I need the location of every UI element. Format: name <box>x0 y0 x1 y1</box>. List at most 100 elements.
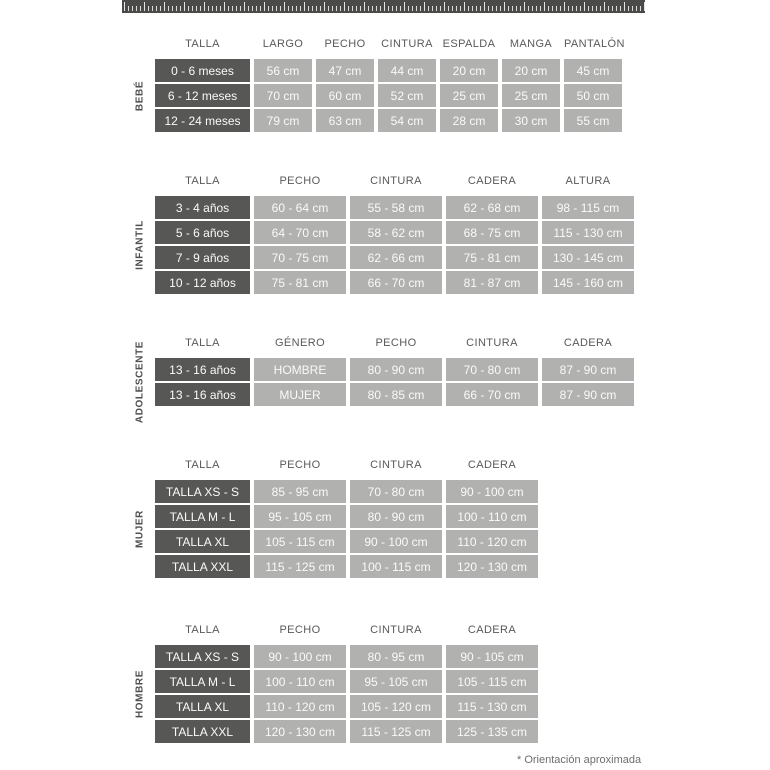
value-cell: 115 - 125 cm <box>350 720 442 743</box>
value-cell: 120 - 130 cm <box>446 555 538 578</box>
value-cell: 105 - 120 cm <box>350 695 442 718</box>
talla-cell: 3 - 4 años <box>155 196 250 219</box>
column-header-genero: GÉNERO <box>274 336 326 349</box>
value-cell: 62 - 68 cm <box>446 196 538 219</box>
value-cell: 45 cm <box>564 59 622 82</box>
talla-cell: 12 - 24 meses <box>155 109 250 132</box>
value-cell: 80 - 90 cm <box>350 505 442 528</box>
talla-cell: TALLA XXL <box>155 720 250 743</box>
value-cell: 95 - 105 cm <box>350 670 442 693</box>
value-cell: 64 - 70 cm <box>254 221 346 244</box>
value-cell: 28 cm <box>440 109 498 132</box>
group-label-text: HOMBRE <box>134 669 146 719</box>
value-cell: 62 - 66 cm <box>350 246 442 269</box>
column-header-cadera: CADERA <box>467 623 517 636</box>
table-header-row: TALLA LARGO PECHO CINTURA ESPALDA MANGA PANTAL… <box>155 37 625 50</box>
value-cell: 87 - 90 cm <box>542 383 634 406</box>
column-header-pantalon: PANTALÓN <box>564 37 625 50</box>
column-header-pecho: PECHO <box>279 174 321 187</box>
measuring-tape-major-ticks <box>124 2 645 11</box>
column-header-talla: TALLA <box>185 623 220 636</box>
value-cell: 120 - 130 cm <box>254 720 346 743</box>
table-body: 13 - 16 años HOMBRE 80 - 90 cm 70 - 80 cm 87… <box>155 358 634 406</box>
size-table-mujer: MUJER TALLA PECHO CINTURA CADERA TALLA XS - S… <box>135 458 538 578</box>
value-cell: 66 - 70 cm <box>446 383 538 406</box>
value-cell: 70 - 75 cm <box>254 246 346 269</box>
talla-cell: TALLA M - L <box>155 670 250 693</box>
measuring-tape-ruler <box>122 0 645 13</box>
talla-cell: 13 - 16 años <box>155 383 250 406</box>
value-cell: 60 cm <box>316 84 374 107</box>
value-cell: 75 - 81 cm <box>254 271 346 294</box>
value-cell: 55 - 58 cm <box>350 196 442 219</box>
value-cell: 80 - 90 cm <box>350 358 442 381</box>
value-cell: 125 - 135 cm <box>446 720 538 743</box>
table-body: 3 - 4 años 60 - 64 cm 55 - 58 cm 62 - 68 cm… <box>155 196 634 294</box>
column-header-cintura: CINTURA <box>370 458 422 471</box>
size-table-adolescente: ADOLESCENTE TALLA GÉNERO PECHO CINTURA CADERA… <box>135 336 634 423</box>
group-label-hombre: HOMBRE <box>131 645 149 743</box>
value-cell: 90 - 100 cm <box>446 480 538 503</box>
talla-cell: 7 - 9 años <box>155 246 250 269</box>
value-cell: 110 - 120 cm <box>254 695 346 718</box>
value-cell: 20 cm <box>440 59 498 82</box>
column-header-manga: MANGA <box>509 37 553 50</box>
talla-cell: 6 - 12 meses <box>155 84 250 107</box>
column-header-talla: TALLA <box>185 174 220 187</box>
value-cell: 68 - 75 cm <box>446 221 538 244</box>
value-cell: 80 - 85 cm <box>350 383 442 406</box>
column-header-altura: ALTURA <box>565 174 611 187</box>
column-header-talla: TALLA <box>185 37 220 50</box>
group-label-mujer: MUJER <box>131 480 149 578</box>
column-header-cadera: CADERA <box>563 336 613 349</box>
value-cell: 100 - 110 cm <box>254 670 346 693</box>
value-cell: 56 cm <box>254 59 312 82</box>
value-cell: 66 - 70 cm <box>350 271 442 294</box>
talla-cell: TALLA XL <box>155 530 250 553</box>
column-header-cadera: CADERA <box>467 458 517 471</box>
value-cell: HOMBRE <box>254 358 346 381</box>
group-label-text: BEBÉ <box>134 80 146 111</box>
value-cell: 81 - 87 cm <box>446 271 538 294</box>
value-cell: 80 - 95 cm <box>350 645 442 668</box>
talla-cell: TALLA XXL <box>155 555 250 578</box>
group-label-text: ADOLESCENTE <box>134 340 146 424</box>
value-cell: 50 cm <box>564 84 622 107</box>
column-header-pecho: PECHO <box>324 37 366 50</box>
talla-cell: 5 - 6 años <box>155 221 250 244</box>
value-cell: 115 - 130 cm <box>446 695 538 718</box>
column-header-largo: LARGO <box>262 37 304 50</box>
value-cell: 60 - 64 cm <box>254 196 346 219</box>
value-cell: 145 - 160 cm <box>542 271 634 294</box>
value-cell: 63 cm <box>316 109 374 132</box>
value-cell: 105 - 115 cm <box>446 670 538 693</box>
value-cell: 87 - 90 cm <box>542 358 634 381</box>
value-cell: 30 cm <box>502 109 560 132</box>
column-header-cintura: CINTURA <box>370 174 422 187</box>
size-table-infantil: INFANTIL TALLA PECHO CINTURA CADERA ALTURA 3 -… <box>135 174 634 294</box>
talla-cell: TALLA M - L <box>155 505 250 528</box>
value-cell: 55 cm <box>564 109 622 132</box>
value-cell: 130 - 145 cm <box>542 246 634 269</box>
size-table-bebe: BEBÉ TALLA LARGO PECHO CINTURA ESPALDA MANGA PA… <box>135 37 625 132</box>
talla-cell: 13 - 16 años <box>155 358 250 381</box>
value-cell: 90 - 105 cm <box>446 645 538 668</box>
value-cell: 75 - 81 cm <box>446 246 538 269</box>
group-label-bebe: BEBÉ <box>131 59 149 132</box>
value-cell: 90 - 100 cm <box>254 645 346 668</box>
value-cell: 25 cm <box>502 84 560 107</box>
value-cell: 52 cm <box>378 84 436 107</box>
talla-cell: 10 - 12 años <box>155 271 250 294</box>
table-header-row: TALLA PECHO CINTURA CADERA <box>155 623 538 636</box>
column-header-talla: TALLA <box>185 336 220 349</box>
column-header-espalda: ESPALDA <box>442 37 496 50</box>
group-label-text: INFANTIL <box>134 220 146 270</box>
column-header-cintura: CINTURA <box>466 336 518 349</box>
value-cell: 105 - 115 cm <box>254 530 346 553</box>
value-cell: 47 cm <box>316 59 374 82</box>
column-header-cadera: CADERA <box>467 174 517 187</box>
table-header-row: TALLA PECHO CINTURA CADERA <box>155 458 538 471</box>
column-header-cintura: CINTURA <box>370 623 422 636</box>
value-cell: 100 - 115 cm <box>350 555 442 578</box>
value-cell: 54 cm <box>378 109 436 132</box>
